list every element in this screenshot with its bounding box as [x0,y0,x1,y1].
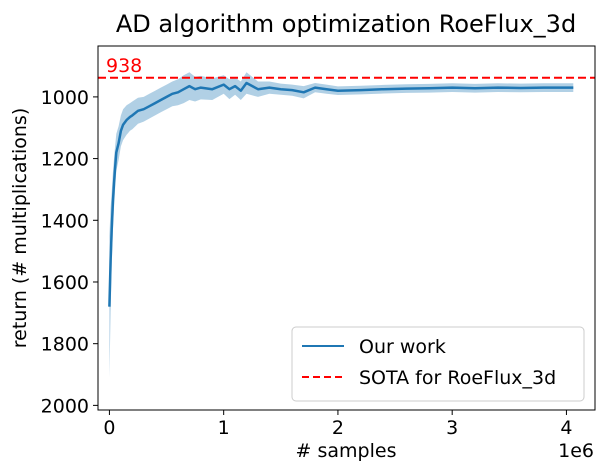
x-tick-label: 1 [218,417,230,439]
plot-frame [97,45,596,411]
legend-label-our-work: Our work [359,336,446,358]
sota-annotation: 938 [106,55,142,77]
x-axis-ticks: 0 1 2 3 4 [103,410,572,439]
x-tick-label: 3 [446,417,458,439]
y-axis-label: return (# multiplications) [9,108,31,348]
x-tick-label: 0 [103,417,115,439]
y-tick-label: 1600 [41,272,89,294]
legend: Our work SOTA for RoeFlux_3d [291,326,585,402]
x-tick-label: 4 [560,417,572,439]
chart-title: AD algorithm optimization RoeFlux_3d [116,10,576,38]
series-our-work-line [108,81,574,307]
x-axis-label: # samples [296,440,397,462]
y-tick-label: 1200 [41,149,89,171]
x-tick-label: 2 [332,417,344,439]
x-axis-offset-label: 1e6 [558,440,594,462]
y-tick-label: 1000 [41,87,89,109]
y-tick-label: 2000 [41,395,89,417]
legend-box [291,326,585,402]
y-tick-label: 1800 [41,334,89,356]
y-tick-label: 1400 [41,210,89,232]
legend-label-sota: SOTA for RoeFlux_3d [359,367,556,389]
y-axis-ticks: 1000 1200 1400 1600 1800 2000 [41,87,98,417]
